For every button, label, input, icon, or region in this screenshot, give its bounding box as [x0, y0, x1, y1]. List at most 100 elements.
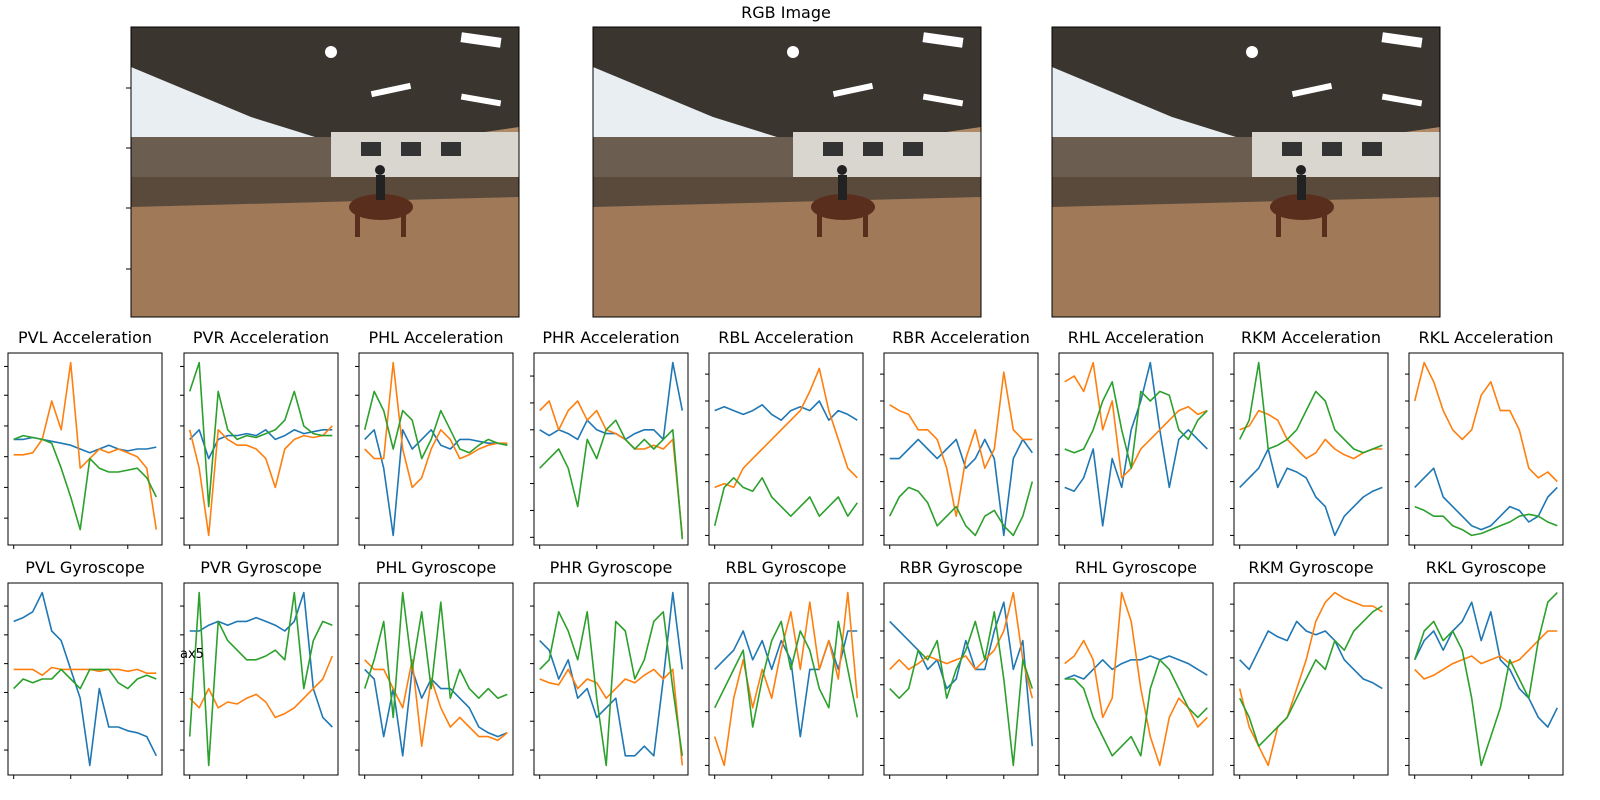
chart-title: PHR Gyroscope	[550, 558, 673, 577]
chart-title: RBR Gyroscope	[899, 558, 1022, 577]
plot-frame	[7, 582, 163, 776]
series-line	[364, 361, 508, 489]
series-line	[364, 659, 508, 747]
series-line	[1414, 505, 1558, 537]
series-line	[889, 371, 1033, 517]
series-line	[1064, 361, 1208, 479]
line-chart: RHL Gyroscope	[1055, 558, 1214, 779]
series-line	[889, 611, 1034, 767]
plot-frame	[183, 352, 339, 546]
chart-title: RKL Gyroscope	[1426, 558, 1546, 577]
chart-title: RKL Acceleration	[1418, 328, 1553, 347]
series-line	[13, 434, 158, 531]
series-line	[539, 400, 684, 536]
plot-frame	[1233, 352, 1389, 546]
plot-frame	[1233, 582, 1389, 776]
plot-frame	[708, 352, 864, 546]
plot-frame	[1058, 582, 1214, 776]
series-line	[1238, 591, 1383, 767]
plot-frame	[358, 582, 514, 776]
chart-title: RBL Gyroscope	[726, 558, 847, 577]
line-chart: PHR Gyroscope	[530, 558, 689, 779]
series-line	[1239, 448, 1383, 537]
chart-title: RHL Gyroscope	[1075, 558, 1197, 577]
series-line	[1239, 620, 1383, 690]
plot-frame	[183, 582, 339, 776]
series-line	[1413, 601, 1559, 728]
line-chart: PVL Gyroscope	[4, 558, 163, 779]
series-line	[13, 591, 158, 767]
rgb-image	[592, 26, 982, 318]
plot-frame	[883, 352, 1039, 546]
series-line	[713, 620, 859, 728]
chart-title: PHL Gyroscope	[376, 558, 496, 577]
series-line	[364, 668, 508, 757]
plot-frame	[533, 582, 689, 776]
line-chart: RKM Gyroscope	[1230, 558, 1389, 779]
series-line	[539, 419, 684, 540]
line-chart: PVL Acceleration	[4, 328, 163, 549]
series-line	[1064, 381, 1208, 469]
plot-frame	[1408, 582, 1564, 776]
series-line	[1413, 361, 1558, 483]
chart-title: RKM Gyroscope	[1248, 558, 1373, 577]
line-chart: RBR Gyroscope	[880, 558, 1039, 779]
series-line	[363, 591, 508, 719]
line-chart: RBR Acceleration	[880, 328, 1039, 549]
series-line	[13, 666, 157, 676]
line-chart: PVR Acceleration	[180, 328, 339, 549]
series-line	[539, 361, 684, 441]
line-chart: PHR Acceleration	[530, 328, 689, 549]
line-chart: RBL Gyroscope	[705, 558, 864, 779]
line-chart: RHL Acceleration	[1055, 328, 1214, 549]
chart-title: PVL Acceleration	[18, 328, 152, 347]
series-line	[539, 611, 684, 767]
series-line	[363, 390, 508, 460]
chart-title: PVR Gyroscope	[200, 558, 322, 577]
series-line	[1414, 630, 1558, 680]
series-line	[189, 591, 333, 728]
series-line	[1413, 592, 1558, 767]
rgb-image	[1051, 26, 1441, 318]
chart-title: PVL Gyroscope	[25, 558, 144, 577]
chart-title: PHL Acceleration	[368, 328, 503, 347]
series-line	[188, 425, 333, 537]
series-line	[1238, 605, 1383, 747]
series-line	[889, 438, 1033, 537]
series-line	[714, 367, 858, 489]
series-line	[889, 601, 1034, 747]
plot-frame	[358, 352, 514, 546]
series-line	[188, 591, 333, 767]
series-line	[714, 630, 858, 738]
series-line	[888, 481, 1034, 537]
plot-frame	[883, 582, 1039, 776]
line-chart: RKL Acceleration	[1405, 328, 1564, 549]
plot-frame	[708, 582, 864, 776]
series-line	[1064, 591, 1208, 767]
chart-title: RBL Acceleration	[718, 328, 854, 347]
series-line	[889, 591, 1034, 699]
series-line	[13, 668, 157, 690]
plot-frame	[7, 352, 163, 546]
line-chart: RBL Acceleration	[705, 328, 864, 549]
chart-title: RBR Acceleration	[892, 328, 1030, 347]
series-line	[714, 400, 858, 421]
series-line	[13, 361, 158, 530]
rgb-image	[126, 26, 520, 318]
plot-frame	[1058, 352, 1214, 546]
chart-title: PHR Acceleration	[542, 328, 679, 347]
series-line	[713, 591, 859, 767]
series-line	[713, 477, 858, 526]
chart-title: PVR Acceleration	[193, 328, 329, 347]
plot-frame	[533, 352, 689, 546]
line-chart: RKL Gyroscope	[1405, 558, 1564, 779]
charts: PVL Acceleration PVR Acceleration PHL Acce…	[4, 328, 1564, 779]
annotation: ax5	[180, 647, 204, 662]
series-line	[188, 361, 333, 508]
series-line	[1064, 659, 1208, 757]
line-chart: PHL Gyroscope	[355, 558, 514, 779]
line-chart: PVR Gyroscope	[180, 558, 339, 779]
line-chart: PHL Acceleration	[355, 328, 514, 549]
